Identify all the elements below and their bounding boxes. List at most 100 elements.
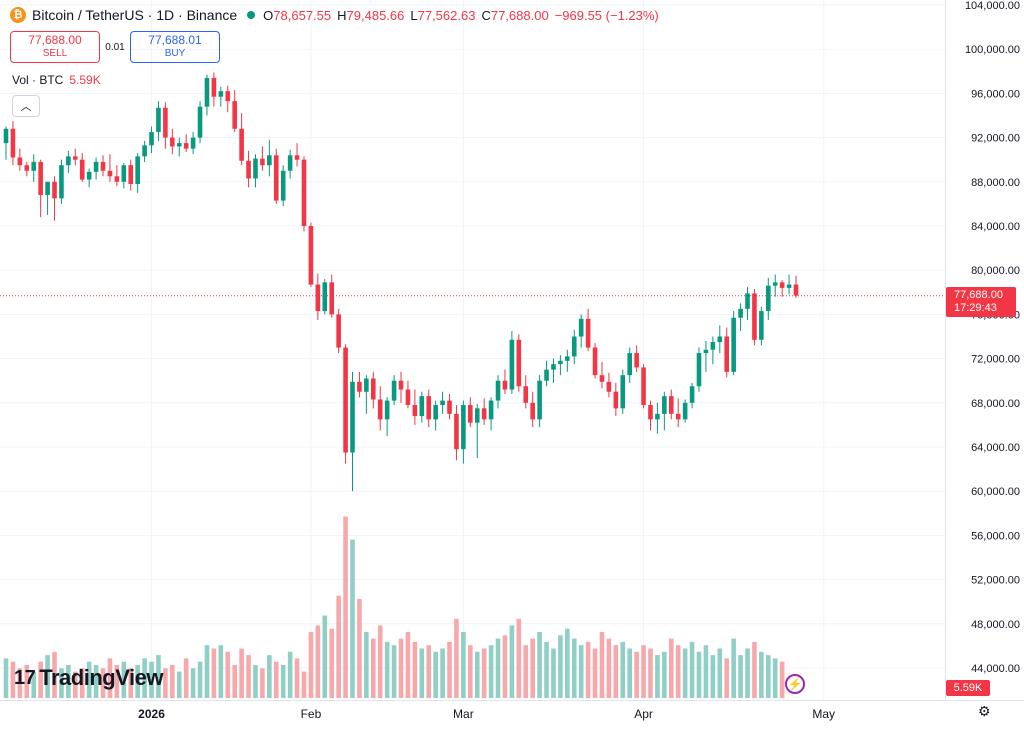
- volume-bar: [530, 638, 535, 698]
- candle-body: [364, 378, 369, 392]
- symbol-title[interactable]: Bitcoin / TetherUS · 1D · Binance: [32, 7, 238, 23]
- volume-bar: [613, 645, 619, 698]
- candle-body: [45, 181, 50, 196]
- candle-body: [3, 128, 9, 144]
- volume-bar: [447, 641, 452, 698]
- price-axis[interactable]: 104,000.00 100,000.00 96,000.00 92,000.00 88…: [945, 0, 1024, 700]
- volume-bar: [17, 668, 23, 698]
- volume-bar: [253, 665, 258, 698]
- candle-body: [24, 165, 30, 171]
- volume-bar: [176, 671, 182, 698]
- volume-bar: [668, 638, 674, 698]
- volume-bar: [481, 648, 487, 698]
- chart-area[interactable]: [0, 0, 945, 700]
- price-tick-label: 56,000.00: [971, 530, 1020, 542]
- candle-body: [197, 106, 203, 138]
- collapse-legend-button[interactable]: ︿: [12, 95, 40, 117]
- candle-body: [128, 165, 134, 185]
- volume-bar: [703, 645, 709, 698]
- volume-bar: [183, 658, 189, 698]
- volume-bar: [689, 641, 695, 698]
- volume-bar: [599, 632, 605, 698]
- volume-bar: [260, 668, 265, 698]
- volume-bar: [592, 648, 598, 698]
- candle-body: [551, 364, 556, 370]
- volume-bar: [31, 671, 37, 698]
- volume-bar: [142, 658, 147, 698]
- volume-bar: [364, 632, 369, 698]
- volume-bar: [59, 668, 64, 698]
- tradingview-logo[interactable]: 17 TradingView: [14, 665, 163, 691]
- volume-bar: [731, 638, 736, 698]
- spread-value: 0.01: [105, 41, 125, 53]
- candle-body: [662, 396, 667, 414]
- candle-body: [433, 405, 438, 420]
- close-key: C: [481, 7, 491, 23]
- volume-bar: [488, 645, 494, 698]
- candle-body: [668, 396, 674, 414]
- volume-bar: [93, 665, 99, 698]
- price-tick-label: 44,000.00: [971, 663, 1020, 675]
- candle-body: [474, 408, 480, 423]
- candle-body: [267, 155, 272, 166]
- volume-bar: [86, 661, 92, 698]
- candle-body: [655, 413, 660, 420]
- volume-bar: [156, 655, 161, 698]
- volume-bar: [232, 665, 237, 698]
- price-tick-label: 96,000.00: [971, 88, 1020, 100]
- candle-body: [440, 400, 445, 406]
- candle-body: [530, 402, 535, 420]
- time-axis[interactable]: 2026 Feb Mar Apr May: [0, 700, 1024, 727]
- volume-bar: [370, 638, 376, 698]
- volume-bar: [398, 638, 404, 698]
- volume-bar: [509, 625, 515, 698]
- candle-body: [571, 336, 577, 357]
- candle-body: [66, 156, 71, 166]
- volume-tag: 5.59K: [946, 680, 990, 696]
- volume-bar: [114, 665, 120, 698]
- candle-body: [59, 165, 64, 199]
- volume-bar: [163, 668, 168, 698]
- gear-icon[interactable]: ⚙: [978, 703, 991, 719]
- last-price: 77,688.00: [954, 289, 1003, 301]
- price-tick-label: 68,000.00: [971, 398, 1020, 410]
- lightning-icon[interactable]: ⚡: [785, 674, 805, 694]
- sell-button[interactable]: 77,688.00 SELL: [10, 31, 100, 63]
- volume-bar: [412, 641, 418, 698]
- candle-body: [79, 159, 85, 180]
- candle-body: [301, 159, 307, 226]
- candle-body: [204, 77, 210, 107]
- buy-button[interactable]: 77,688.01 BUY: [130, 31, 220, 63]
- volume-bar: [350, 539, 355, 698]
- volume-value: 5.59K: [69, 73, 101, 87]
- candle-body: [412, 405, 418, 417]
- candle-body: [523, 386, 529, 403]
- volume-bar: [634, 651, 639, 698]
- volume-label[interactable]: Vol · BTC: [12, 73, 64, 87]
- candle-body: [634, 353, 639, 368]
- volume-bar: [287, 651, 293, 698]
- candle-body: [398, 380, 404, 390]
- open-key: O: [263, 7, 274, 23]
- candle-body: [745, 293, 750, 309]
- volume-bar: [571, 638, 577, 698]
- candle-body: [717, 336, 723, 343]
- volume-bar: [405, 632, 411, 698]
- volume-bar: [558, 635, 563, 698]
- volume-bar: [461, 632, 466, 698]
- volume-bar: [537, 632, 542, 698]
- candle-body: [779, 282, 785, 288]
- candlestick-chart[interactable]: [0, 0, 945, 700]
- volume-bar: [606, 638, 612, 698]
- candle-body: [766, 285, 771, 312]
- volume-bar: [301, 671, 307, 698]
- tradingview-mark-icon: 17: [14, 666, 36, 689]
- volume-bar: [128, 668, 134, 698]
- volume-bar: [377, 625, 383, 698]
- candle-body: [350, 381, 355, 453]
- candle-body: [253, 158, 258, 179]
- volume-bar: [336, 595, 341, 698]
- candle-body: [447, 400, 452, 414]
- candle-body: [752, 293, 757, 340]
- candle-body: [391, 380, 397, 401]
